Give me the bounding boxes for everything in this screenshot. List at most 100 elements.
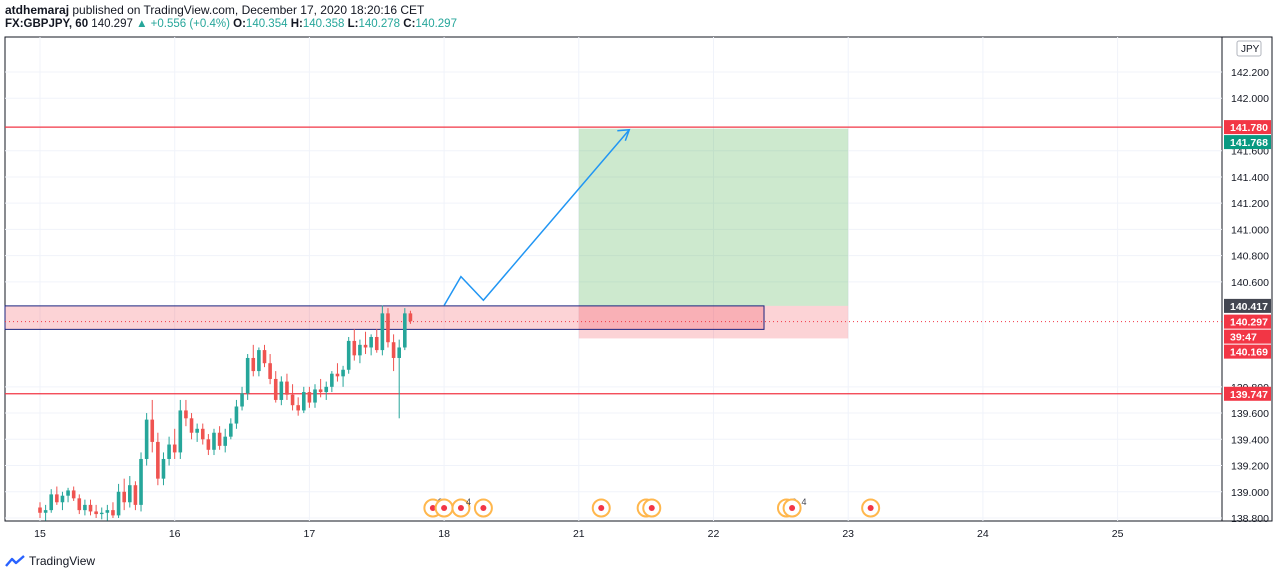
currency-badge (1236, 40, 1262, 57)
candle-body (122, 491, 126, 503)
candle-body (156, 441, 160, 479)
candle-body (200, 428, 205, 440)
event-marker (473, 498, 493, 518)
candle-body (290, 394, 295, 406)
event-marker (591, 498, 611, 518)
price-marker-target (1224, 135, 1271, 150)
price-marker-stop (1224, 344, 1271, 359)
event-marker (861, 498, 881, 518)
candle-body (346, 340, 351, 370)
price-scale-label: 142.000 (1231, 93, 1269, 105)
candle-body (144, 419, 149, 459)
candle-body (88, 504, 93, 512)
close-label: C: (403, 18, 416, 30)
price-scale-label: 141.000 (1231, 224, 1269, 236)
candle-body (285, 381, 289, 395)
open-value: 140.354 (245, 18, 288, 30)
candle-body (111, 510, 115, 516)
event-marker: 4 (451, 497, 471, 518)
price-marker-support-label: 139.747 (1230, 389, 1268, 401)
candle-body (189, 418, 194, 433)
candle-body (105, 510, 110, 513)
candle-body (184, 410, 188, 419)
publish-text: published on TradingView.com, December 1… (72, 3, 425, 17)
candle-body (212, 432, 216, 450)
candle-body (268, 363, 272, 379)
candle-body (257, 350, 261, 372)
candle-body (352, 340, 357, 356)
symbol-label[interactable]: FX:GBPJPY, 60 (5, 18, 89, 30)
candle-body (369, 336, 373, 348)
candle-body (172, 444, 177, 453)
candle-body (363, 344, 368, 348)
price-scale-label: 138.800 (1231, 513, 1269, 525)
candle-body (341, 369, 345, 377)
price-marker-entry-label: 140.417 (1230, 301, 1268, 313)
time-axis-label: 18 (438, 528, 450, 540)
candle-body (128, 485, 132, 503)
candle-body (324, 386, 329, 393)
candle-body (139, 458, 143, 505)
tradingview-logo-icon (5, 555, 25, 567)
open-label: O: (233, 18, 246, 30)
brand-name: TradingView (29, 554, 96, 568)
candle-body (161, 458, 166, 479)
event-dot-icon (429, 505, 436, 511)
candle-body (380, 313, 385, 351)
author-name[interactable]: atdhemaraj (5, 3, 70, 17)
candle-body (386, 313, 390, 343)
candle-body (178, 410, 183, 453)
ohlc-legend: FX:GBPJPY, 60 140.297 ▲ +0.556 (+0.4%) O… (5, 18, 457, 30)
price-scale-label: 139.400 (1231, 434, 1269, 446)
price-scale-label: 141.200 (1231, 198, 1269, 210)
candle-body (234, 406, 239, 424)
candle-body (391, 342, 396, 358)
candle-body (229, 423, 233, 437)
arrow-head-icon (617, 128, 631, 141)
price-marker-last-price (1224, 314, 1271, 329)
event-dot-icon (789, 505, 796, 511)
candles (38, 305, 413, 521)
candle-body (49, 494, 54, 511)
candle-body (55, 494, 59, 503)
candle-body (240, 393, 244, 407)
candle-body (217, 432, 222, 446)
candle-body (83, 504, 87, 511)
candle-body (133, 485, 138, 505)
time-axis-label: 23 (842, 528, 854, 540)
candle-body (66, 490, 70, 496)
publish-info: atdhemaraj published on TradingView.com,… (5, 3, 424, 17)
price-marker-support (1224, 386, 1271, 401)
projection-path (443, 129, 630, 306)
candle-body (296, 405, 300, 411)
event-marker (434, 498, 454, 518)
candle-body (397, 347, 401, 358)
price-scale-label: 139.200 (1231, 461, 1269, 473)
price-scale-label: 140.800 (1231, 251, 1269, 263)
time-axis-label: 17 (304, 528, 316, 540)
candle-body (94, 511, 98, 515)
candle-body (206, 439, 211, 450)
event-marker (642, 498, 662, 518)
tradingview-brand[interactable]: TradingView (5, 553, 95, 569)
price-marker-resistance (1224, 120, 1271, 135)
candle-body (195, 428, 199, 433)
change-text: ▲ +0.556 (+0.4%) (136, 18, 230, 30)
price-scale-label: 141.400 (1231, 172, 1269, 184)
price-marker-countdown-label: 39:47 (1230, 332, 1257, 344)
candle-body (330, 373, 334, 387)
event-dot-icon (648, 505, 655, 511)
high-value: 140.358 (302, 18, 345, 30)
event-count-label: 4 (801, 497, 806, 507)
price-scale-label: 139.600 (1231, 408, 1269, 420)
time-axis: 15 16 17 18 21 22 23 24 25 (34, 528, 1123, 540)
close-value: 140.297 (415, 18, 457, 30)
candle-body (167, 444, 171, 459)
candle-body (279, 381, 284, 400)
price-marker-stop-label: 140.169 (1230, 347, 1268, 359)
low-label: L: (347, 18, 359, 30)
price-scale-label: 140.600 (1231, 277, 1269, 289)
price-marker-resistance-label: 141.780 (1230, 122, 1268, 134)
event-dot-icon (480, 505, 487, 511)
